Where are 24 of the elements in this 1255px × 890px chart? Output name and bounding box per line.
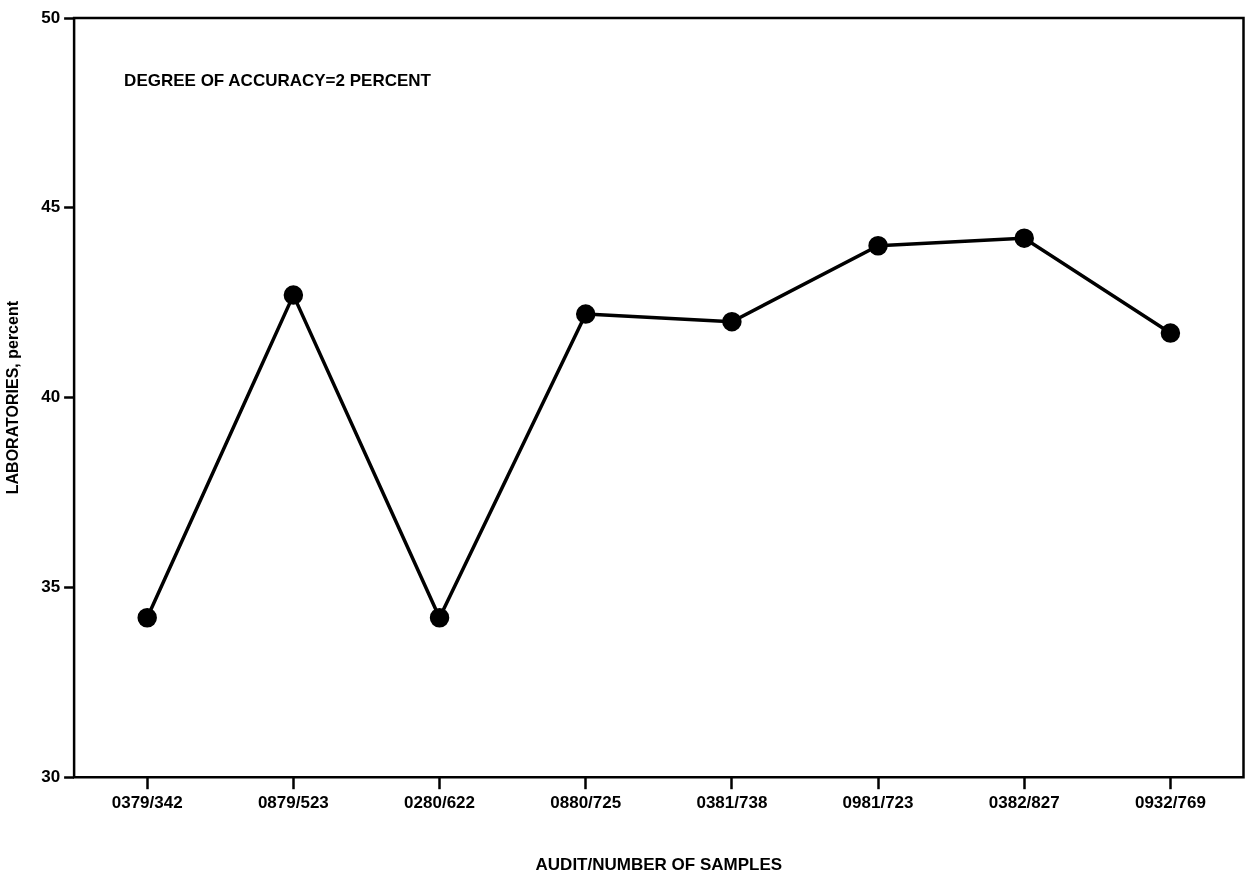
y-axis-title: LABORATORIES, percent bbox=[4, 300, 22, 495]
annotation: DEGREE OF ACCURACY=2 PERCENT bbox=[124, 71, 432, 91]
x-axis-title: AUDIT/NUMBER OF SAMPLES bbox=[535, 855, 783, 875]
y-tick-label: 45 bbox=[41, 197, 61, 217]
x-tick-label: 0382/827 bbox=[988, 793, 1060, 813]
x-tick-label: 0879/523 bbox=[257, 793, 329, 813]
x-tick-label: 0932/769 bbox=[1134, 793, 1206, 813]
x-tick-label: 0379/342 bbox=[111, 793, 183, 813]
x-tick-label: 0981/723 bbox=[842, 793, 914, 813]
point bbox=[1014, 228, 1034, 248]
point bbox=[1160, 323, 1181, 343]
y-tick-label: 30 bbox=[41, 766, 61, 786]
point bbox=[722, 311, 742, 332]
y-tick-label: 35 bbox=[41, 577, 61, 597]
x-tick-label: 0381/738 bbox=[696, 793, 768, 813]
point bbox=[575, 304, 596, 324]
x-tick-label: 0880/725 bbox=[550, 793, 622, 813]
point bbox=[429, 608, 450, 628]
y-tick-label: 40 bbox=[41, 387, 61, 407]
point bbox=[137, 608, 157, 628]
point bbox=[283, 285, 304, 305]
point bbox=[868, 236, 888, 256]
y-tick-label: 50 bbox=[41, 7, 61, 27]
x-tick-label: 0280/622 bbox=[404, 793, 475, 813]
